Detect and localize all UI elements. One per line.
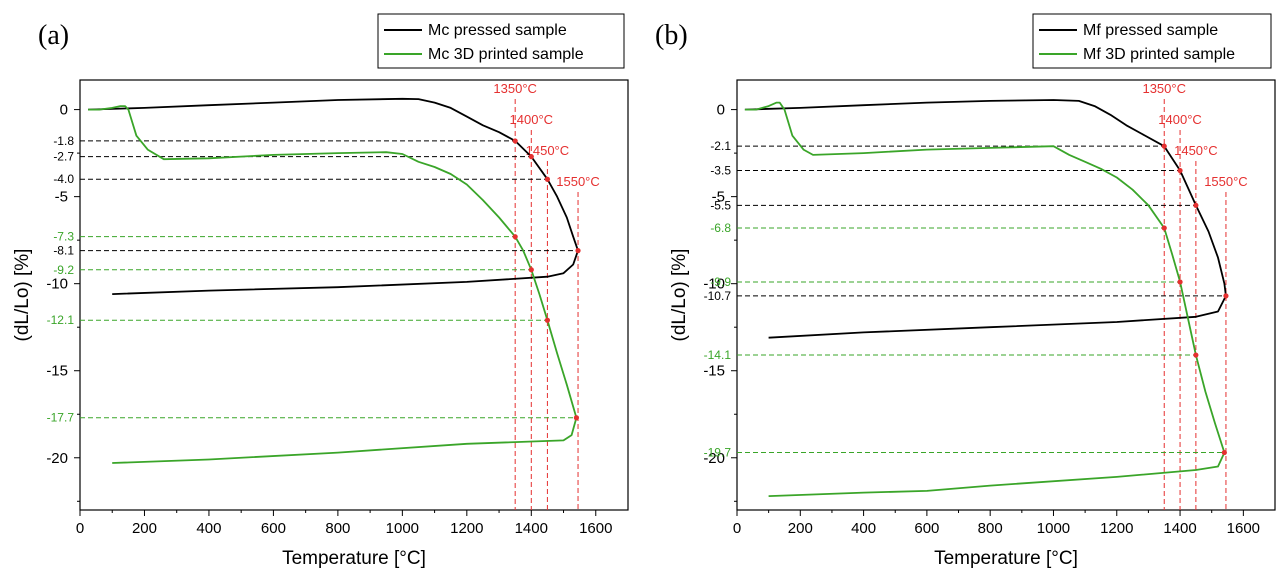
annotation-label: -6.8 [710,221,731,235]
x-tick-label: 1600 [579,520,612,537]
intersection-dot [544,317,551,323]
annotation-label: -19.7 [704,446,732,460]
plot-frame [736,79,1276,511]
x-tick-label: 800 [978,520,1003,537]
y-tick-label: 0 [717,102,725,119]
intersection-dot [512,138,518,144]
x-tick-label: 1600 [1227,520,1260,537]
intersection-dot [528,267,534,273]
legend-entry: Mc pressed sample [428,22,567,39]
annotation-label: -2.1 [710,139,731,153]
intersection-dot [575,248,581,254]
temperature-marker-label: 1550°C [556,174,600,189]
series-line [88,97,579,295]
x-tick-label: 400 [196,520,221,537]
annotation-label: -1.8 [53,134,74,148]
intersection-dot [1161,143,1167,149]
x-tick-label: 800 [325,520,350,537]
annotation-label: -9.2 [53,263,74,277]
annotation-label: -4.0 [53,172,74,186]
x-tick-label: 0 [76,520,84,537]
y-tick-label: -15 [703,363,725,380]
annotation-label: -2.7 [53,150,74,164]
annotation-label: -14.1 [704,348,732,362]
x-tick-label: 600 [914,520,939,537]
plot-frame [79,79,629,511]
x-tick-label: 1000 [386,520,419,537]
x-tick-label: 1400 [515,520,548,537]
y-axis-title: (dL/Lo) [%] [669,249,690,342]
intersection-dot [528,153,534,160]
intersection-dot [512,234,518,240]
y-tick-label: -20 [703,450,725,467]
x-tick-label: 1000 [1037,520,1070,537]
intersection-dot [1161,225,1167,231]
series-line [88,105,578,464]
temperature-marker-label: 1550°C [1204,174,1248,189]
y-tick-label: -10 [46,276,68,293]
intersection-dot [573,415,580,421]
temperature-marker-label: 1400°C [1158,112,1202,127]
series-line [744,99,1227,339]
y-tick-label: -20 [46,450,68,467]
panel-a: (a) 0 200 400 600 800 1000 1200 1400 1600 0 -5 -10 -1… [12,13,629,569]
annotation-label: -17.7 [47,411,75,425]
x-axis-title: Temperature [°C] [282,548,426,569]
annotation-label: -9.9 [710,275,731,289]
y-tick-label: -10 [703,276,725,293]
legend-entry: Mc 3D printed sample [428,46,584,63]
legend-box [377,13,625,69]
x-tick-label: 600 [261,520,286,537]
temperature-marker-label: 1350°C [493,81,537,96]
intersection-dot [1223,293,1229,299]
intersection-dot [1193,202,1199,208]
intersection-dot [1193,352,1199,358]
panel-label: (a) [38,20,69,51]
intersection-dot [1221,449,1227,456]
x-tick-label: 400 [851,520,876,537]
panel-b: (b)0 200 400 600 800 1000 1200 1400 16000-5-10-1… [655,13,1276,569]
x-axis-title: Temperature [°C] [934,548,1078,569]
y-tick-label: -5 [712,189,725,206]
annotation-label: -12.1 [47,313,75,327]
intersection-dot [1177,167,1183,174]
annotation-label: -10.7 [704,289,732,303]
annotation-label: -8.1 [53,244,74,258]
annotation-label: -3.5 [710,164,731,178]
x-tick-label: 1200 [1100,520,1133,537]
y-tick-label: -5 [55,189,68,206]
legend-entry: Mf 3D printed sample [1083,46,1235,63]
y-tick-label: 0 [60,102,68,119]
x-tick-label: 200 [132,520,157,537]
legend-entry: Mf pressed sample [1083,22,1218,39]
temperature-marker-label: 1450°C [526,143,570,158]
legend-box [1032,13,1272,69]
x-tick-label: 0 [733,520,741,537]
x-tick-label: 1200 [450,520,483,537]
intersection-dot [1177,279,1183,285]
intersection-dot [544,176,551,182]
annotation-label: -5.5 [710,198,731,212]
x-tick-label: 200 [788,520,813,537]
panel-label: (b) [655,20,688,51]
annotation-label: -7.3 [53,230,74,244]
temperature-marker-label: 1400°C [510,112,554,127]
series-line [744,101,1226,497]
x-tick-label: 1400 [1163,520,1196,537]
y-axis-title: (dL/Lo) [%] [12,249,33,342]
temperature-marker-label: 1350°C [1142,81,1186,96]
temperature-marker-label: 1450°C [1174,143,1218,158]
y-tick-label: -15 [46,363,68,380]
